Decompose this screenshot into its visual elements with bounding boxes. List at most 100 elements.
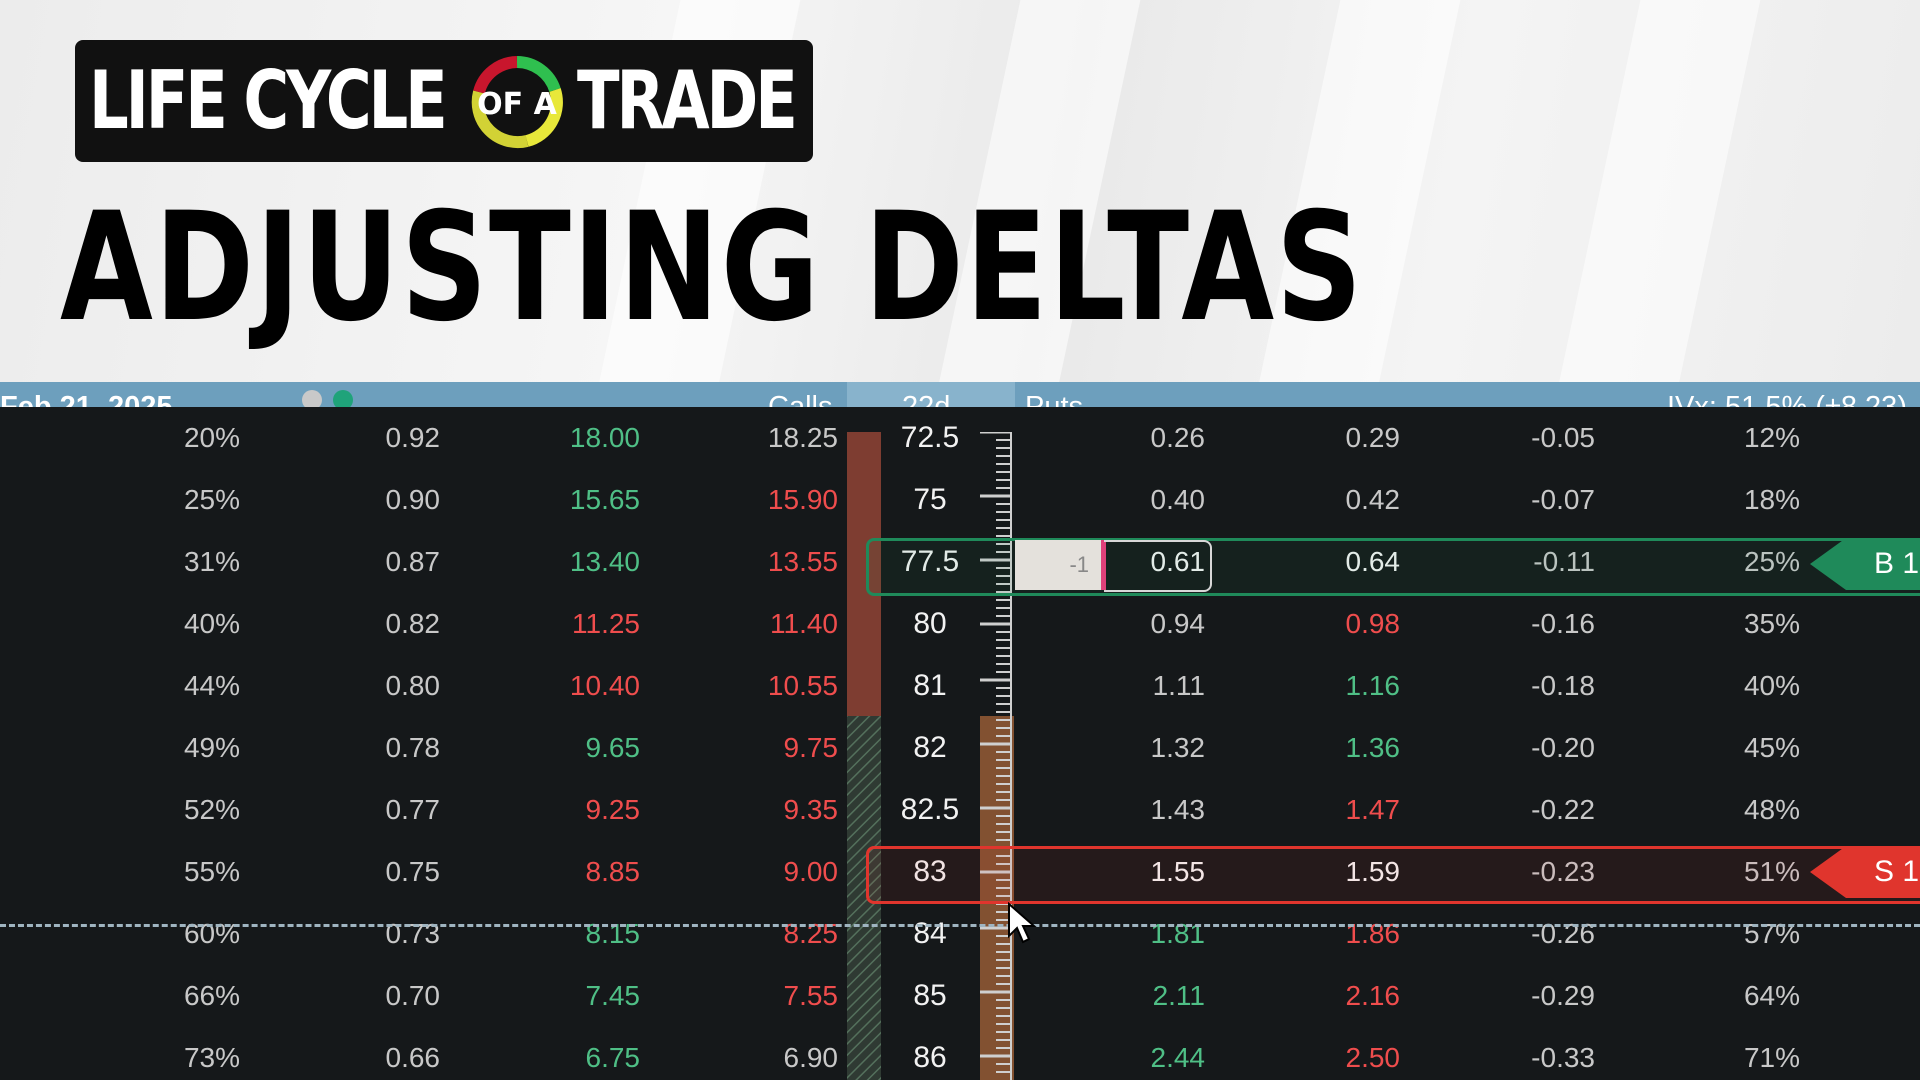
call-delta-cell[interactable]: 0.92 (385, 422, 441, 453)
put-ask-cell[interactable]: 0.98 (1345, 608, 1401, 639)
chain-row[interactable]: 49% 0.78 9.65 9.75 82 1.32 1.36 -0.20 45% (0, 717, 1920, 780)
put-ask-cell[interactable]: 2.50 (1345, 1042, 1401, 1073)
call-delta-cell[interactable]: 0.70 (385, 980, 441, 1011)
put-ask-cell[interactable]: 0.29 (1345, 422, 1401, 453)
put-ask-cell[interactable]: 2.16 (1345, 980, 1401, 1011)
call-bid-cell[interactable]: 9.25 (585, 794, 641, 825)
put-delta-cell[interactable]: -0.05 (1531, 422, 1595, 453)
call-ask-cell[interactable]: 6.90 (783, 1042, 839, 1073)
put-pct-cell[interactable]: 18% (1743, 484, 1800, 515)
call-pct-cell[interactable]: 55% (183, 856, 240, 887)
call-delta-cell[interactable]: 0.75 (385, 856, 441, 887)
put-bid-cell[interactable]: 0.94 (1150, 608, 1206, 639)
chain-row[interactable]: 52% 0.77 9.25 9.35 82.5 1.43 1.47 -0.22 48% (0, 779, 1920, 842)
chain-row[interactable]: 40% 0.82 11.25 11.40 80 0.94 0.98 -0.16 35% (0, 593, 1920, 656)
put-delta-cell[interactable]: -0.20 (1531, 732, 1595, 763)
put-pct-cell[interactable]: 57% (1743, 918, 1800, 949)
call-ask-cell[interactable]: 11.40 (770, 608, 838, 639)
call-bid-cell[interactable]: 10.40 (569, 670, 640, 701)
call-ask-cell[interactable]: 10.55 (767, 670, 838, 701)
call-ask-cell[interactable]: 8.25 (783, 918, 839, 949)
put-delta-cell[interactable]: -0.07 (1531, 484, 1595, 515)
put-bid-cell[interactable]: 1.43 (1150, 794, 1206, 825)
put-delta-cell[interactable]: -0.16 (1531, 608, 1595, 639)
put-pct-cell[interactable]: 71% (1743, 1042, 1800, 1073)
call-delta-cell[interactable]: 0.77 (385, 794, 441, 825)
call-bid-cell[interactable]: 15.65 (569, 484, 640, 515)
put-bid-cell[interactable]: 0.40 (1150, 484, 1206, 515)
put-ask-cell[interactable]: 1.59 (1345, 856, 1401, 887)
put-bid-cell[interactable]: 2.44 (1150, 1042, 1206, 1073)
option-chain[interactable]: Feb 21, 2025 Calls 22d Puts IVx: 51.5% (… (0, 382, 1920, 1080)
call-bid-cell[interactable]: 6.75 (585, 1042, 641, 1073)
call-pct-cell[interactable]: 44% (183, 670, 240, 701)
put-bid-cell[interactable]: 1.55 (1150, 856, 1206, 887)
put-ask-cell[interactable]: 0.64 (1345, 546, 1401, 577)
call-pct-cell[interactable]: 31% (183, 546, 240, 577)
call-bid-cell[interactable]: 11.25 (572, 608, 640, 639)
put-pct-cell[interactable]: 40% (1743, 670, 1800, 701)
call-ask-cell[interactable]: 9.00 (783, 856, 839, 887)
put-pct-cell[interactable]: 48% (1743, 794, 1800, 825)
call-bid-cell[interactable]: 13.40 (569, 546, 640, 577)
put-ask-cell[interactable]: 0.42 (1345, 484, 1401, 515)
call-ask-cell[interactable]: 7.55 (783, 980, 839, 1011)
call-ask-cell[interactable]: 9.75 (783, 732, 839, 763)
put-ask-cell[interactable]: 1.16 (1345, 670, 1401, 701)
call-ask-cell[interactable]: 18.25 (767, 422, 838, 453)
chain-row[interactable]: 60% 0.73 8.15 8.25 84 1.81 1.86 -0.26 57% (0, 903, 1920, 966)
order-qty-field[interactable]: -1 (1015, 540, 1106, 590)
call-pct-cell[interactable]: 66% (183, 980, 240, 1011)
put-bid-cell[interactable]: 0.26 (1150, 422, 1206, 453)
chain-row[interactable]: 73% 0.66 6.75 6.90 86 2.44 2.50 -0.33 71% (0, 1027, 1920, 1080)
call-delta-cell[interactable]: 0.82 (385, 608, 441, 639)
put-pct-cell[interactable]: 25% (1743, 546, 1800, 577)
chain-row[interactable]: 31% 0.87 13.40 13.55 77.5 0.61 0.64 -0.11 25% (0, 531, 1920, 594)
put-pct-cell[interactable]: 51% (1743, 856, 1800, 887)
call-pct-cell[interactable]: 60% (183, 918, 240, 949)
chain-row[interactable]: 44% 0.80 10.40 10.55 81 1.11 1.16 -0.18 40% (0, 655, 1920, 718)
call-ask-cell[interactable]: 15.90 (767, 484, 838, 515)
put-pct-cell[interactable]: 35% (1743, 608, 1800, 639)
call-pct-cell[interactable]: 25% (183, 484, 240, 515)
put-delta-cell[interactable]: -0.26 (1531, 918, 1595, 949)
put-ask-cell[interactable]: 1.86 (1345, 918, 1401, 949)
call-pct-cell[interactable]: 49% (183, 732, 240, 763)
put-delta-cell[interactable]: -0.23 (1531, 856, 1595, 887)
put-delta-cell[interactable]: -0.11 (1533, 546, 1595, 577)
call-delta-cell[interactable]: 0.80 (385, 670, 441, 701)
put-delta-cell[interactable]: -0.33 (1531, 1042, 1595, 1073)
call-pct-cell[interactable]: 20% (183, 422, 240, 453)
put-bid-cell[interactable]: 1.11 (1152, 670, 1205, 701)
put-pct-cell[interactable]: 45% (1743, 732, 1800, 763)
put-pct-cell[interactable]: 12% (1743, 422, 1800, 453)
put-bid-cell[interactable]: 1.32 (1150, 732, 1206, 763)
put-delta-cell[interactable]: -0.29 (1531, 980, 1595, 1011)
put-pct-cell[interactable]: 64% (1743, 980, 1800, 1011)
call-ask-cell[interactable]: 13.55 (767, 546, 838, 577)
call-delta-cell[interactable]: 0.90 (385, 484, 441, 515)
call-pct-cell[interactable]: 52% (183, 794, 240, 825)
put-ask-cell[interactable]: 1.47 (1345, 794, 1401, 825)
put-bid-cell[interactable]: 2.11 (1152, 980, 1205, 1011)
call-ask-cell[interactable]: 9.35 (783, 794, 839, 825)
call-delta-cell[interactable]: 0.73 (385, 918, 441, 949)
put-bid-cell[interactable]: 0.61 (1150, 546, 1206, 577)
put-delta-cell[interactable]: -0.22 (1531, 794, 1595, 825)
chain-row[interactable]: 66% 0.70 7.45 7.55 85 2.11 2.16 -0.29 64% (0, 965, 1920, 1028)
call-delta-cell[interactable]: 0.66 (385, 1042, 441, 1073)
call-bid-cell[interactable]: 9.65 (585, 732, 641, 763)
call-bid-cell[interactable]: 7.45 (585, 980, 641, 1011)
put-delta-cell[interactable]: -0.18 (1531, 670, 1595, 701)
selected-put-bid[interactable] (1104, 540, 1212, 592)
call-bid-cell[interactable]: 8.15 (585, 918, 641, 949)
call-bid-cell[interactable]: 18.00 (569, 422, 640, 453)
chain-row[interactable]: 20% 0.92 18.00 18.25 72.5 0.26 0.29 -0.05 12% (0, 407, 1920, 470)
call-delta-cell[interactable]: 0.87 (385, 546, 441, 577)
call-delta-cell[interactable]: 0.78 (385, 732, 441, 763)
call-pct-cell[interactable]: 40% (183, 608, 240, 639)
call-bid-cell[interactable]: 8.85 (585, 856, 641, 887)
chain-row[interactable]: 55% 0.75 8.85 9.00 83 1.55 1.59 -0.23 51% (0, 841, 1920, 904)
put-ask-cell[interactable]: 1.36 (1345, 732, 1401, 763)
chain-row[interactable]: 25% 0.90 15.65 15.90 75 0.40 0.42 -0.07 18% (0, 469, 1920, 532)
